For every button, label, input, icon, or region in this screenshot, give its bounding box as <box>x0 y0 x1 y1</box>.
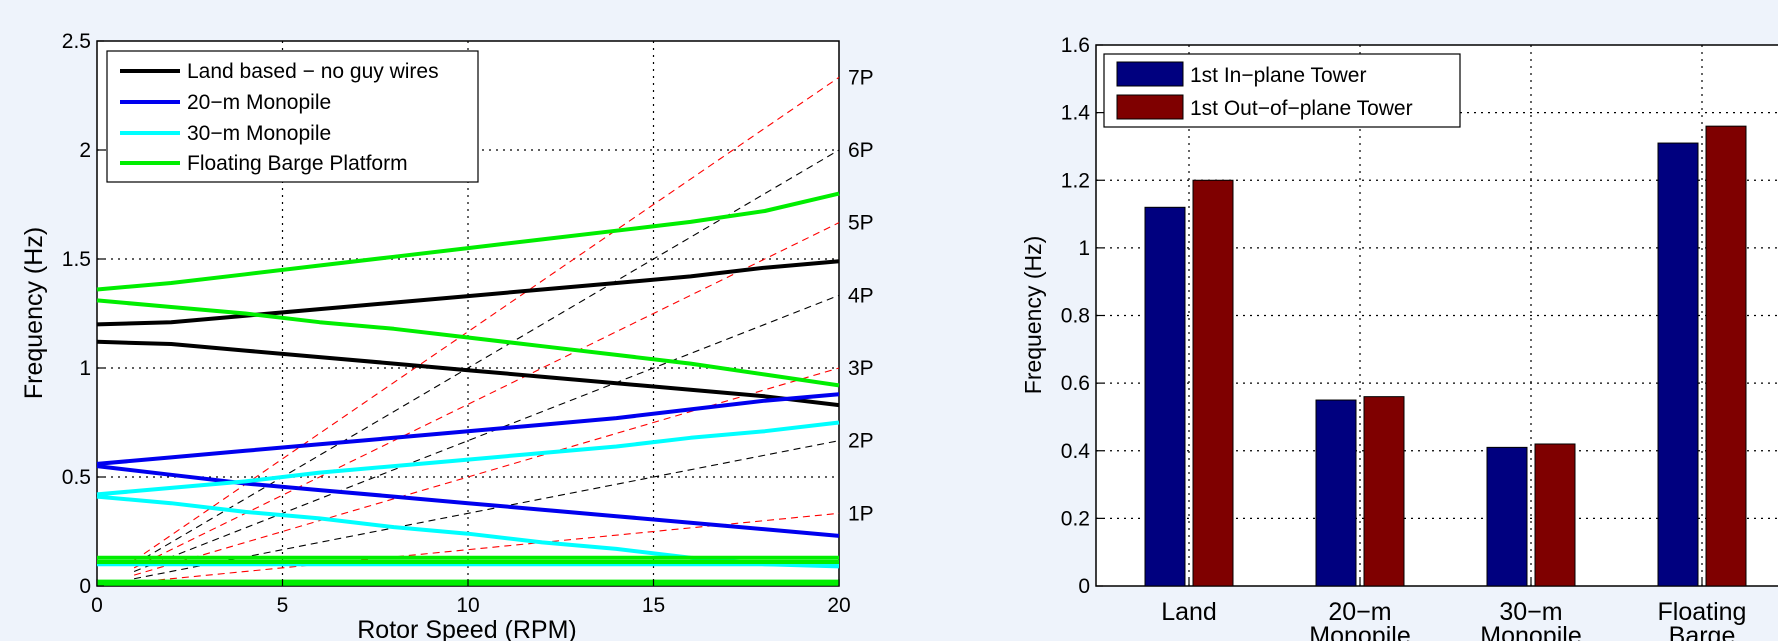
left-y-axis-label: Frequency (Hz) <box>20 227 48 399</box>
left-x-axis-label: Rotor Speed (RPM) <box>357 616 577 641</box>
right-y-tick-0: 0 <box>1078 575 1090 598</box>
bar-land-out-of-plane <box>1192 179 1234 587</box>
right-y-tick-1: 1 <box>1078 237 1090 260</box>
left-y-tick-0: 0 <box>79 575 91 598</box>
harmonic-line-7p <box>133 76 840 562</box>
harmonic-label-1p: 1P <box>848 502 874 525</box>
legend-label-out-of-plane: 1st Out−of−plane Tower <box>1190 97 1413 120</box>
right-x-tick-floating-barge-line2: Barge <box>1669 622 1736 641</box>
harmonic-label-5p: 5P <box>848 212 874 235</box>
series-line-floating-barge-platform-2 <box>96 298 840 388</box>
legend-label-20m-monopile: 20−m Monopile <box>187 91 331 114</box>
right-x-tick-20-m-monopile: 20−m <box>1328 598 1391 626</box>
harmonic-label-2p: 2P <box>848 430 874 453</box>
left-y-tick-1: 1 <box>79 357 91 380</box>
right-x-tick-land: Land <box>1161 598 1217 626</box>
bar-floating-barge-out-of-plane <box>1705 125 1747 587</box>
right-y-tick-0-2: 0.2 <box>1061 507 1090 530</box>
right-x-tick-30-m-monopile-line2: Monopile <box>1480 622 1581 641</box>
right-y-tick-1-6: 1.6 <box>1061 34 1090 57</box>
right-tick-labels: Land 20−mMonopile30−mMonopileFloatingBarg… <box>1061 34 1747 641</box>
bar-30-m-monopile-in-plane <box>1486 446 1528 587</box>
harmonic-label-6p: 6P <box>848 139 874 162</box>
bar-land-in-plane <box>1144 206 1186 587</box>
right-y-tick-1-4: 1.4 <box>1061 102 1091 125</box>
left-x-tick-5: 5 <box>277 594 289 617</box>
right-legend: 1st In−plane Tower 1st Out−of−plane Towe… <box>1103 53 1461 128</box>
right-y-tick-0-4: 0.4 <box>1061 440 1091 463</box>
left-y-tick-0-5: 0.5 <box>62 466 91 489</box>
harmonic-line-6p <box>133 149 840 565</box>
left-tick-labels: 1P 2P 3P 4P 5P 6P 7P 0 5 10 15 20 0 0.5 1 1.5 2 2.5 <box>62 30 874 617</box>
legend-swatch-in-plane <box>1116 61 1184 87</box>
left-x-tick-0: 0 <box>91 594 103 617</box>
right-bars <box>1144 125 1747 587</box>
harmonic-line-4p <box>133 294 840 572</box>
right-y-tick-0-8: 0.8 <box>1061 305 1090 328</box>
left-x-tick-20: 20 <box>827 594 850 617</box>
series-line-30-m-monopile-2 <box>96 494 840 569</box>
bar-20-m-monopile-in-plane <box>1315 399 1357 587</box>
harmonic-label-7p: 7P <box>848 66 874 89</box>
bar-30-m-monopile-out-of-plane <box>1534 443 1576 587</box>
right-y-tick-0-6: 0.6 <box>1061 372 1090 395</box>
right-y-axis-label: Frequency (Hz) <box>1020 236 1046 394</box>
left-y-tick-1-5: 1.5 <box>62 248 91 271</box>
series-line-20-m-monopile-1 <box>96 392 840 466</box>
legend-label-in-plane: 1st In−plane Tower <box>1190 64 1366 87</box>
series-line-land-based-no-guy-wires-1 <box>96 259 840 327</box>
series-line-land-based-no-guy-wires-2 <box>96 339 840 408</box>
harmonic-line-3p <box>133 367 840 576</box>
legend-label-floating-barge: Floating Barge Platform <box>187 152 408 175</box>
left-legend: Land based − no guy wires 20−m Monopile … <box>106 50 479 183</box>
right-x-tick-30-m-monopile: 30−m <box>1499 598 1562 626</box>
left-y-tick-2: 2 <box>79 139 91 162</box>
bar-20-m-monopile-out-of-plane <box>1363 396 1405 587</box>
harmonic-line-5p <box>133 222 840 569</box>
left-x-tick-15: 15 <box>642 594 665 617</box>
legend-label-30m-monopile: 30−m Monopile <box>187 122 331 145</box>
right-x-tick-20-m-monopile-line2: Monopile <box>1309 622 1410 641</box>
left-x-tick-10: 10 <box>456 594 479 617</box>
harmonic-label-4p: 4P <box>848 284 874 307</box>
legend-label-land: Land based − no guy wires <box>187 60 439 83</box>
right-x-tick-floating-barge: Floating <box>1658 598 1747 626</box>
series-line-floating-barge-platform-1 <box>96 191 840 292</box>
right-y-tick-1-2: 1.2 <box>1061 169 1090 192</box>
left-chart: 1P 2P 3P 4P 5P 6P 7P 0 5 10 15 20 0 0.5 1 1.5 2 2.5 Rotor… <box>20 30 874 641</box>
left-y-tick-2-5: 2.5 <box>62 30 91 53</box>
harmonic-label-3p: 3P <box>848 357 874 380</box>
series-line-20-m-monopile-2 <box>96 464 840 538</box>
legend-swatch-out-of-plane <box>1116 94 1184 120</box>
series-line-30-m-monopile-1 <box>96 420 840 497</box>
right-chart: Land 20−mMonopile30−mMonopileFloatingBarg… <box>1020 34 1778 641</box>
bar-floating-barge-in-plane <box>1657 142 1699 587</box>
